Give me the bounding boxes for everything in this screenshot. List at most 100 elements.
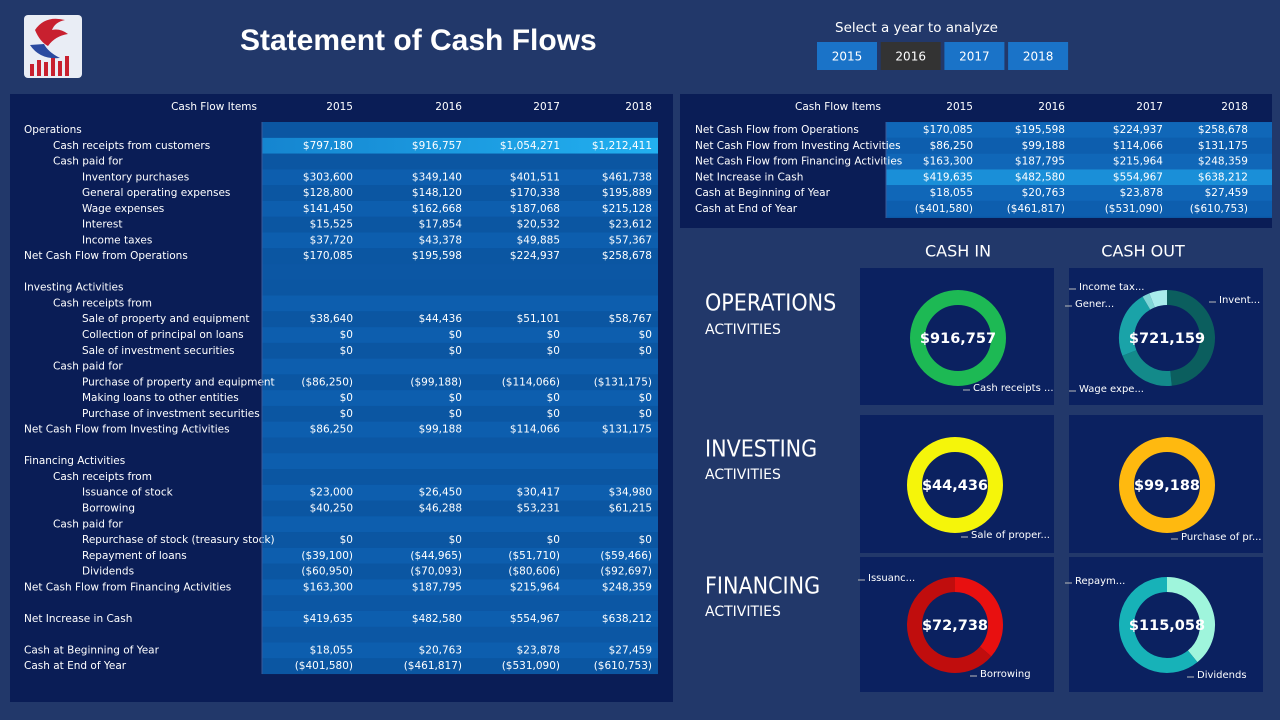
year-button-label[interactable]: 2015 <box>832 50 863 64</box>
cell: $162,668 <box>412 203 462 215</box>
cell: $482,580 <box>412 613 462 625</box>
cell: $461,738 <box>602 171 652 183</box>
cell: $0 <box>340 408 353 420</box>
cell: $303,600 <box>303 171 353 183</box>
column-header: Cash Flow Items <box>171 101 257 113</box>
cell: $43,378 <box>419 234 462 246</box>
row-label: Cash paid for <box>53 156 123 168</box>
cell: $40,250 <box>310 502 353 514</box>
cell: $18,055 <box>310 644 353 656</box>
row-label: Net Cash Flow from Operations <box>24 250 188 262</box>
cell: ($99,188) <box>410 376 462 388</box>
cell: $17,854 <box>419 219 463 231</box>
row-label: Cash at Beginning of Year <box>24 644 160 656</box>
column-header: 2018 <box>625 101 652 113</box>
year-button-label[interactable]: 2016 <box>895 50 926 64</box>
cell: $170,338 <box>510 187 560 199</box>
cell: ($401,580) <box>295 660 353 672</box>
donut-center-value: $44,436 <box>922 478 988 494</box>
row-label: Purchase of property and equipment <box>82 376 275 388</box>
row-label: Repayment of loans <box>82 550 187 562</box>
row-label: Cash at End of Year <box>24 660 127 672</box>
row-background <box>262 453 658 470</box>
cell: $0 <box>449 329 462 341</box>
cell: $61,215 <box>609 502 652 514</box>
donut-segment <box>1119 577 1198 673</box>
cell: $86,250 <box>310 424 353 436</box>
row-background <box>262 532 658 548</box>
year-button[interactable] <box>880 42 941 70</box>
row-label: Inventory purchases <box>82 171 189 183</box>
donut-label: Purchase of pr... <box>1181 532 1261 543</box>
cash-out-title: CASH OUT <box>1101 242 1185 261</box>
row-label: Sale of property and equipment <box>82 313 249 325</box>
row-label: Interest <box>82 219 122 231</box>
row-label: Cash at Beginning of Year <box>695 187 831 199</box>
cell: $34,980 <box>609 487 652 499</box>
cell: $797,180 <box>303 140 353 152</box>
cell: $0 <box>547 345 560 357</box>
row-label: Cash receipts from <box>53 471 152 483</box>
row-label: Net Cash Flow from Investing Activities <box>24 424 230 436</box>
cell: $20,532 <box>517 219 560 231</box>
row-background <box>262 327 658 343</box>
year-button-label[interactable]: 2018 <box>1023 50 1054 64</box>
cell: ($70,093) <box>410 566 462 578</box>
donut-center-value: $99,188 <box>1134 478 1200 494</box>
cell: $99,188 <box>419 424 462 436</box>
row-label: Income taxes <box>82 234 152 246</box>
cell: ($131,175) <box>594 376 652 388</box>
cell: ($610,753) <box>1190 203 1248 215</box>
year-button[interactable] <box>944 42 1005 70</box>
row-label: Wage expenses <box>82 203 164 215</box>
row-background <box>262 405 658 422</box>
row-label: Financing Activities <box>24 455 125 467</box>
cell: $170,085 <box>923 124 973 136</box>
row-label: Investing Activities <box>24 282 124 294</box>
cell: $0 <box>547 408 560 420</box>
year-button[interactable] <box>817 42 877 70</box>
cell: $0 <box>639 408 652 420</box>
column-header: 2016 <box>435 101 462 113</box>
section-title: FINANCING <box>705 574 820 600</box>
row-label: Dividends <box>82 566 134 578</box>
year-button[interactable] <box>1008 42 1069 70</box>
cell: $419,635 <box>923 171 973 183</box>
row-background <box>886 200 1272 217</box>
cell: $58,767 <box>609 313 652 325</box>
cell: $258,678 <box>602 250 652 262</box>
cell: $148,120 <box>412 187 462 199</box>
cell: $49,885 <box>517 234 560 246</box>
cell: $0 <box>340 534 353 546</box>
row-background <box>262 610 658 627</box>
cell: $131,175 <box>602 424 652 436</box>
cash-in-title: CASH IN <box>925 242 991 261</box>
cell: $248,359 <box>1198 156 1248 168</box>
cell: $53,231 <box>517 502 560 514</box>
row-background <box>886 169 1272 186</box>
cell: $554,967 <box>510 613 560 625</box>
row-label: Cash paid for <box>53 518 123 530</box>
column-header: 2016 <box>1038 101 1065 113</box>
row-label: Borrowing <box>82 502 135 514</box>
column-header: 2015 <box>326 101 353 113</box>
donut-center-value: $72,738 <box>922 618 988 634</box>
year-selector-label: Select a year to analyze <box>835 20 998 36</box>
row-background <box>886 153 1272 170</box>
row-label: Collection of principal on loans <box>82 329 244 341</box>
cell: $195,889 <box>602 187 652 199</box>
row-background <box>262 421 658 438</box>
cell: $0 <box>547 329 560 341</box>
cell: $187,795 <box>412 581 462 593</box>
section-title: OPERATIONS <box>705 291 836 317</box>
cell: $0 <box>547 534 560 546</box>
row-label: Operations <box>24 124 82 136</box>
cell: $482,580 <box>1015 171 1065 183</box>
donut-center-value: $721,159 <box>1129 331 1205 347</box>
row-background <box>262 153 658 170</box>
year-button-label[interactable]: 2017 <box>959 50 990 64</box>
cell: $86,250 <box>930 140 973 152</box>
cell: ($401,580) <box>915 203 973 215</box>
cell: $163,300 <box>303 581 353 593</box>
donut-segment <box>1149 290 1168 308</box>
